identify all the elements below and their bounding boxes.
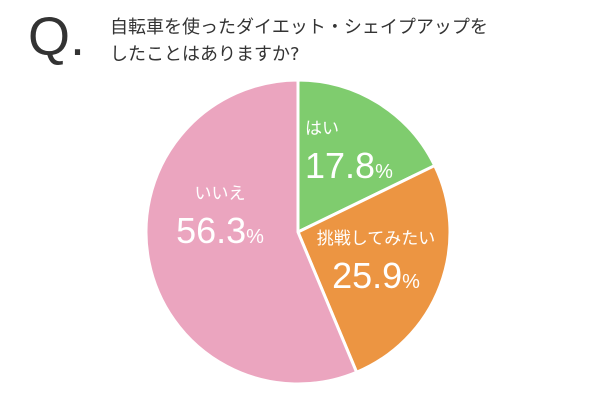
slice-value-2: 25.9%	[332, 255, 420, 296]
pie-slice-1	[296, 78, 437, 234]
slice-value-3: 56.3%	[176, 210, 264, 251]
pie-slices	[144, 78, 452, 386]
slice-label-1: はい	[305, 119, 339, 139]
question-line-2: したことはありますか?	[110, 44, 300, 65]
question-text: 自転車を使ったダイエット・シェイプアップを したことはありますか?	[110, 14, 580, 68]
slice-label-3: いいえ	[195, 184, 246, 204]
question-header: Q. 自転車を使ったダイエット・シェイプアップを したことはありますか?	[28, 7, 588, 76]
pie-slice-3	[144, 78, 359, 386]
slice-label-2: 挑戦してみたい	[317, 229, 436, 249]
question-mark: Q.	[28, 7, 86, 67]
question-line-1: 自転車を使ったダイエット・シェイプアップを	[110, 17, 488, 38]
slice-value-1: 17.8%	[305, 145, 393, 186]
pie-labels: はい 17.8% 挑戦してみたい 25.9% いいえ 56.3%	[176, 119, 435, 296]
